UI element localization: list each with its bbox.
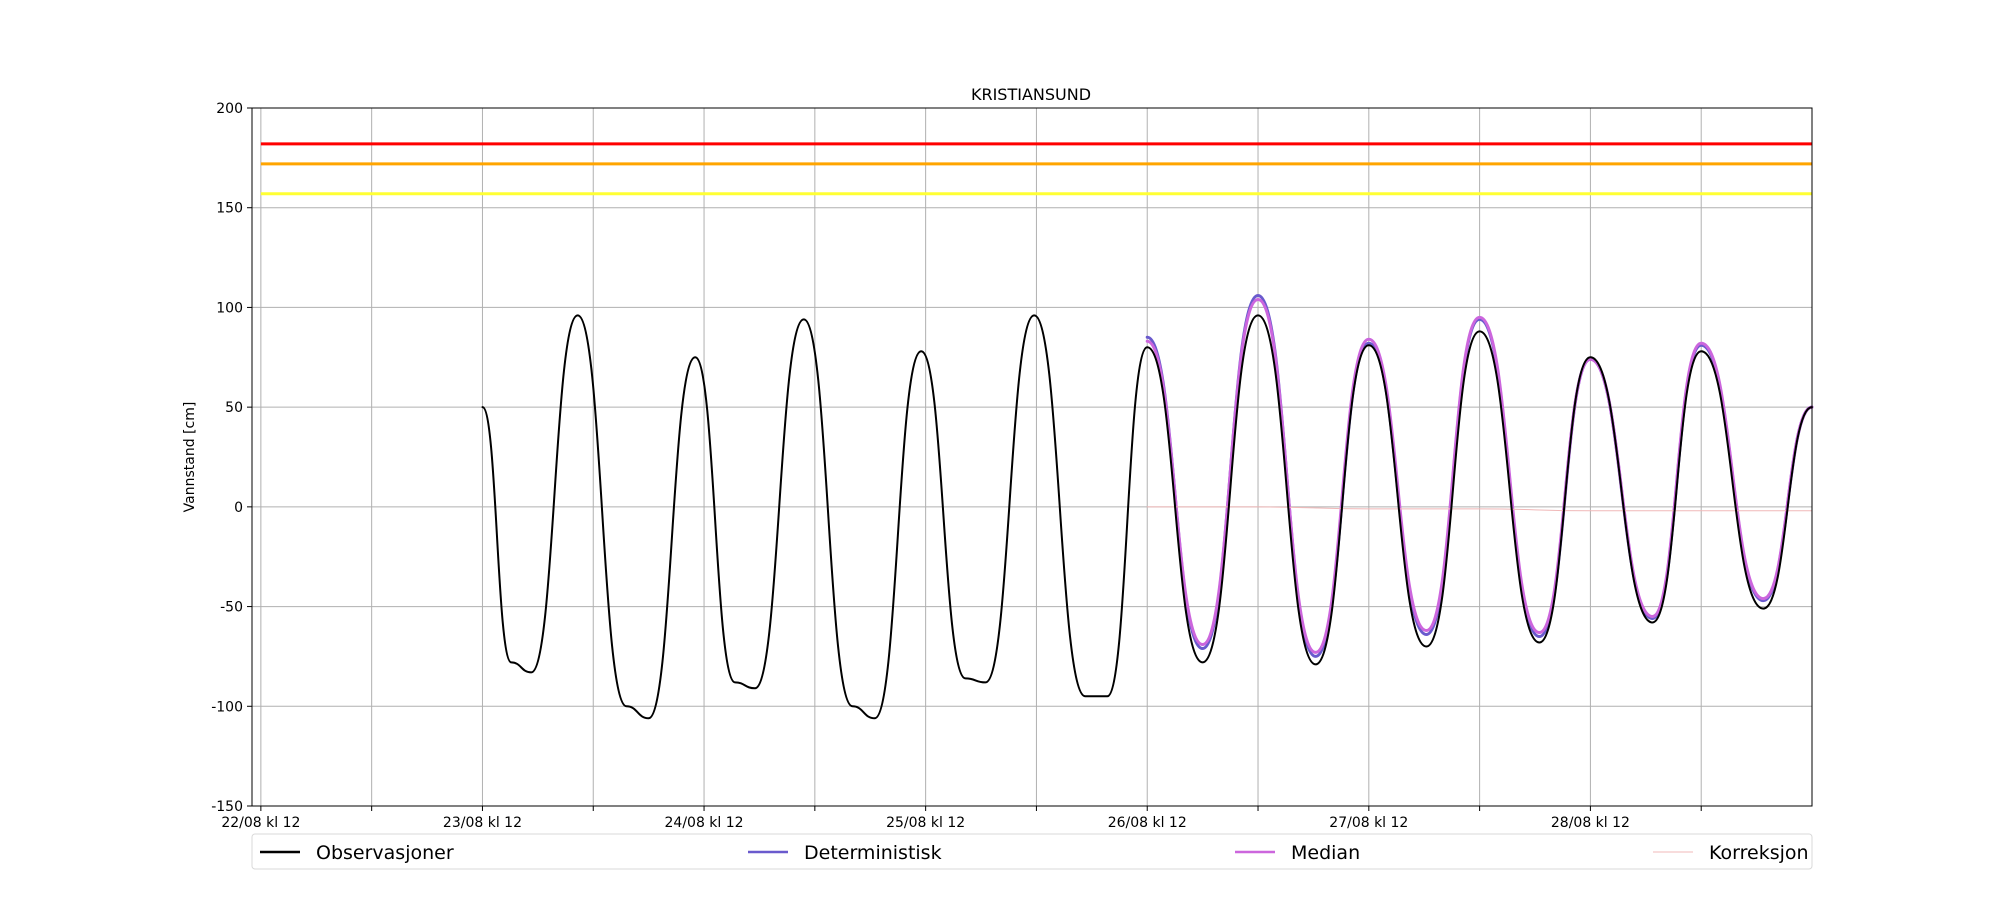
legend-label-korreksjon: Korreksjon (1709, 842, 1809, 864)
series-line-korreksjon (1146, 506, 1813, 512)
x-tick-label: 26/08 kl 12 (1108, 815, 1187, 831)
threshold-lines (260, 142, 1812, 196)
grid-lines (252, 107, 1812, 807)
legend-label-deterministisk: Deterministisk (804, 842, 942, 864)
plot-frame (251, 107, 1813, 807)
y-tick-label: 0 (234, 500, 243, 516)
y-tick-label: 100 (216, 300, 243, 316)
y-tick-label: 150 (216, 201, 243, 217)
y-tick-label: -150 (211, 799, 243, 815)
series-lines (481, 294, 1814, 720)
chart-title: KRISTIANSUND (971, 85, 1091, 104)
y-tick-label: -50 (220, 600, 243, 616)
x-tick-label: 25/08 kl 12 (886, 815, 965, 831)
legend-label-observasjoner: Observasjoner (316, 842, 454, 864)
y-tick-label: 50 (225, 400, 243, 416)
legend-frame (251, 833, 1813, 870)
y-tick-label: 200 (216, 101, 243, 117)
x-tick-label: 22/08 kl 12 (221, 815, 300, 831)
x-axis-ticks: 22/08 kl 12 23/08 kl 12 24/08 kl 12 25/08 k… (221, 806, 1702, 831)
y-axis-ticks: -150 -100 -50 0 50 100 150 200 (211, 101, 252, 815)
x-tick-label: 24/08 kl 12 (665, 815, 744, 831)
y-tick-label: -100 (211, 699, 243, 715)
x-tick-label: 28/08 kl 12 (1551, 815, 1630, 831)
series-line-observasjoner (481, 314, 1813, 720)
legend-label-median: Median (1291, 842, 1360, 864)
y-axis-label: Vannstand [cm] (182, 402, 198, 513)
series-line-median (1145, 298, 1814, 654)
legend: Observasjoner Deterministisk Median Korreks… (251, 833, 1813, 870)
x-tick-label: 27/08 kl 12 (1329, 815, 1408, 831)
x-tick-label: 23/08 kl 12 (443, 815, 522, 831)
